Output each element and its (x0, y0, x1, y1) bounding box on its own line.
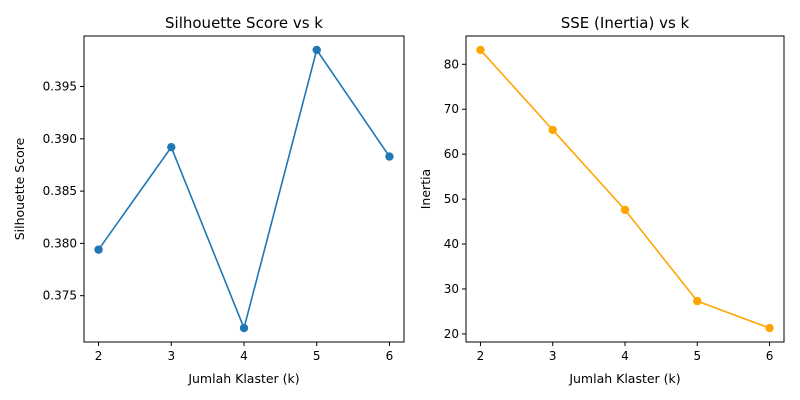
silhouette-y-tick-label: 0.380 (43, 236, 77, 250)
silhouette-x-tick-label: 4 (240, 349, 248, 363)
chart-silhouette: Silhouette Score vs k 2 3 4 5 6 0.375 0.380 0.38… (12, 14, 405, 386)
silhouette-x-tick-label: 6 (386, 349, 394, 363)
silhouette-chart-title: Silhouette Score vs k (165, 14, 323, 32)
inertia-data-point (476, 45, 485, 55)
inertia-chart-title: SSE (Inertia) vs k (561, 14, 690, 32)
chart-inertia: SSE (Inertia) vs k 2 3 4 5 6 20 30 40 50 60 70 80 Jum… (418, 14, 785, 386)
silhouette-y-tick-label: 0.390 (43, 132, 77, 146)
inertia-x-tick-label: 3 (549, 349, 557, 363)
inertia-x-axis-label: Jumlah Klaster (k) (568, 371, 680, 386)
inertia-data-point (765, 323, 774, 333)
silhouette-x-tick-label: 3 (167, 349, 175, 363)
inertia-y-tick-label: 30 (444, 282, 459, 296)
silhouette-x-axis-label: Jumlah Klaster (k) (187, 371, 299, 386)
silhouette-plot-frame (83, 35, 405, 343)
inertia-y-tick-label: 40 (444, 237, 459, 251)
inertia-y-tick-label: 80 (444, 57, 459, 71)
inertia-x-tick-label: 5 (693, 349, 701, 363)
inertia-series-line (479, 49, 770, 329)
inertia-x-tick-label: 6 (766, 349, 774, 363)
inertia-x-tick-label: 4 (621, 349, 629, 363)
silhouette-y-tick-label: 0.385 (43, 184, 77, 198)
inertia-y-tick-label: 50 (444, 192, 459, 206)
inertia-y-axis-label: Inertia (418, 169, 433, 209)
silhouette-data-point (239, 323, 249, 333)
silhouette-x-tick-label: 2 (95, 349, 103, 363)
inertia-data-point (548, 125, 557, 135)
inertia-y-tick-label: 70 (444, 102, 459, 116)
silhouette-data-point (312, 45, 321, 55)
silhouette-y-tick-label: 0.375 (43, 289, 77, 303)
inertia-y-tick-label: 20 (444, 327, 459, 341)
inertia-x-tick-label: 2 (477, 349, 485, 363)
silhouette-y-tick-label: 0.395 (43, 80, 77, 94)
inertia-data-point (620, 205, 630, 215)
inertia-data-point (693, 296, 702, 306)
silhouette-x-tick-label: 5 (313, 349, 321, 363)
silhouette-y-axis-label: Silhouette Score (12, 137, 27, 240)
inertia-y-tick-label: 60 (444, 147, 459, 161)
silhouette-data-point (167, 142, 176, 152)
silhouette-data-point (385, 152, 394, 161)
silhouette-data-point (94, 245, 103, 254)
inertia-plot-frame (465, 35, 785, 343)
silhouette-series-line (97, 48, 391, 331)
